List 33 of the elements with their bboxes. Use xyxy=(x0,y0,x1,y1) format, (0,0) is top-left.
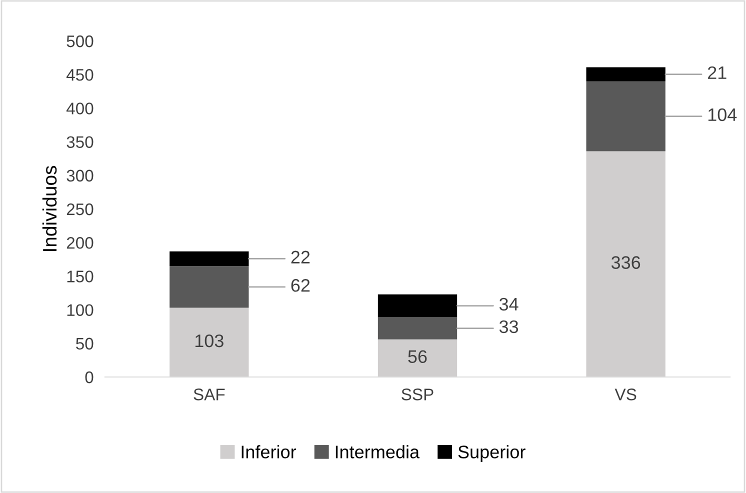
y-tick-label: 450 xyxy=(66,69,94,81)
y-tick-label: 350 xyxy=(66,136,94,148)
data-label: 103 xyxy=(195,334,224,348)
data-label: 62 xyxy=(291,279,310,292)
bar xyxy=(586,81,666,152)
data-label: 104 xyxy=(708,108,737,122)
y-tick-label: 250 xyxy=(66,203,94,216)
data-label: 21 xyxy=(708,66,726,79)
data-label: 33 xyxy=(499,320,518,334)
bar xyxy=(378,317,458,340)
x-tick-label: SSP xyxy=(402,388,434,400)
y-tick-label: 500 xyxy=(66,35,94,48)
data-label: 336 xyxy=(611,256,640,269)
y-tick-label: 200 xyxy=(66,237,94,249)
y-tick-label: 300 xyxy=(66,170,94,182)
y-tick-label: 50 xyxy=(76,338,94,350)
data-label: 56 xyxy=(408,350,427,364)
legend-label: Inferior xyxy=(242,445,296,458)
x-tick-label: VS xyxy=(614,388,636,400)
y-tick-label: 100 xyxy=(67,304,94,316)
y-tick-label: 150 xyxy=(67,270,94,282)
legend-label: Intermedia xyxy=(336,445,420,458)
y-axis-title: Individuos xyxy=(42,166,57,251)
bar xyxy=(378,294,458,318)
data-label: 22 xyxy=(291,250,310,264)
legend-label: Superior xyxy=(458,445,526,462)
bar xyxy=(170,266,249,308)
y-tick-label: 0 xyxy=(85,371,94,384)
bar xyxy=(170,251,249,266)
bar xyxy=(586,67,666,82)
x-tick-label: SAF xyxy=(194,388,225,400)
y-tick-label: 400 xyxy=(66,102,94,114)
data-label: 34 xyxy=(499,298,518,311)
